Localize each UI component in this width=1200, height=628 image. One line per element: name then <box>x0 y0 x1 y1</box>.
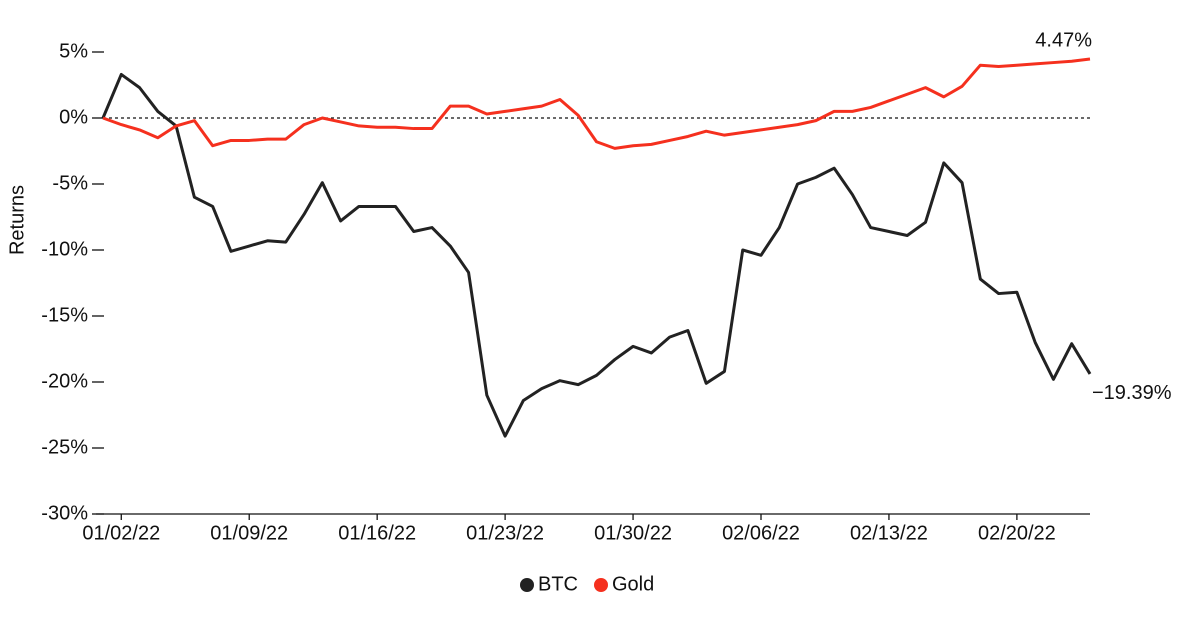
y-tick-label: -5% <box>52 172 88 194</box>
y-tick-label: -30% <box>41 502 88 524</box>
y-tick-label: -15% <box>41 304 88 326</box>
end-label: 4.47% <box>1035 29 1092 51</box>
y-tick-label: -20% <box>41 370 88 392</box>
y-axis-label: Returns <box>6 185 28 255</box>
x-tick-label: 01/23/22 <box>466 522 544 544</box>
legend-label: BTC <box>538 573 578 595</box>
x-tick-label: 02/13/22 <box>850 522 928 544</box>
x-tick-label: 01/30/22 <box>594 522 672 544</box>
legend-label: Gold <box>612 573 654 595</box>
x-tick-label: 02/06/22 <box>722 522 800 544</box>
x-tick-label: 01/16/22 <box>338 522 416 544</box>
y-tick-label: -10% <box>41 238 88 260</box>
end-label: −19.39% <box>1092 382 1172 404</box>
x-tick-label: 01/09/22 <box>210 522 288 544</box>
series-line <box>102 57 1091 150</box>
y-tick-label: 5% <box>59 40 88 62</box>
y-tick-label: -25% <box>41 436 88 458</box>
legend-swatch <box>520 578 534 592</box>
y-tick-label: 0% <box>59 106 88 128</box>
x-tick-label: 01/02/22 <box>82 522 160 544</box>
series-line <box>101 72 1092 438</box>
legend-swatch <box>594 578 608 592</box>
x-tick-label: 02/20/22 <box>978 522 1056 544</box>
